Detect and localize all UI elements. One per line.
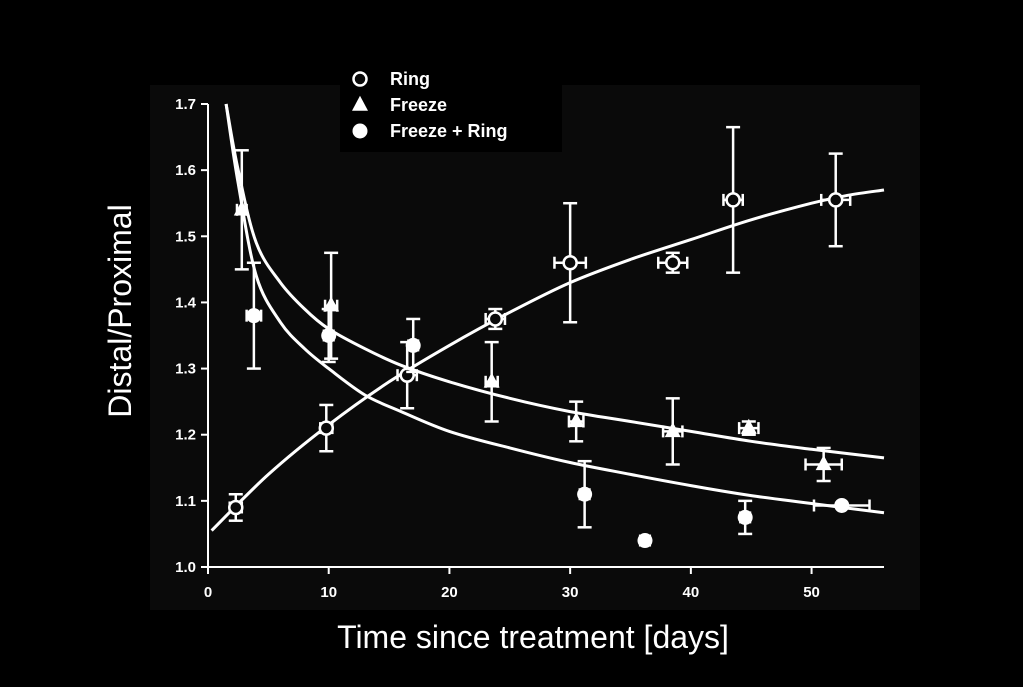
x-tick-label: 30	[562, 584, 579, 601]
data-point-filled-circle	[405, 337, 421, 353]
data-point-filled-circle	[834, 497, 850, 513]
legend-label: Freeze + Ring	[390, 121, 508, 141]
data-point-filled-circle	[737, 509, 753, 525]
data-point-filled-circle	[246, 308, 262, 324]
data-point-filled-triangle	[664, 422, 681, 438]
data-point-filled-triangle	[483, 372, 500, 388]
x-tick-label: 0	[204, 584, 212, 601]
data-point-open-circle	[665, 254, 681, 271]
data-points	[228, 125, 871, 549]
y-tick-label: 1.5	[175, 228, 196, 245]
x-axis-title: Time since treatment [days]	[337, 619, 729, 655]
y-tick-label: 1.6	[175, 162, 196, 179]
data-point-open-circle	[827, 192, 844, 208]
x-tick-label: 50	[803, 584, 820, 601]
data-point-filled-circle	[321, 328, 337, 343]
legend-marker-filled-circle	[352, 123, 368, 139]
y-tick-label: 1.1	[175, 493, 196, 510]
legend-label: Ring	[390, 69, 430, 89]
data-point-open-circle	[562, 254, 578, 271]
legend: Ring Freeze Freeze + Ring	[340, 62, 562, 152]
fit-curve-series-1	[224, 103, 885, 460]
y-tick-label: 1.0	[175, 559, 196, 576]
plot-background	[150, 85, 920, 610]
data-point-filled-triangle	[740, 418, 757, 434]
x-tick-label: 20	[441, 584, 458, 601]
legend-label: Freeze	[390, 95, 447, 115]
data-point-open-circle	[228, 499, 244, 516]
x-tick-label: 40	[683, 584, 700, 601]
data-point-open-circle	[487, 311, 504, 327]
data-point-filled-circle	[577, 486, 593, 502]
data-point-filled-triangle	[233, 200, 250, 216]
data-point-open-circle	[318, 420, 335, 436]
legend-marker-open-circle	[352, 71, 368, 87]
fit-curve-series-2	[224, 103, 885, 515]
data-point-filled-triangle	[323, 296, 340, 312]
data-point-filled-circle	[637, 533, 653, 549]
y-axis-title: Distal/Proximal	[102, 204, 138, 417]
legend-box	[340, 62, 562, 152]
y-tick-label: 1.7	[175, 96, 196, 113]
data-point-filled-triangle	[815, 455, 832, 471]
y-tick-label: 1.3	[175, 361, 196, 378]
legend-marker-filled-triangle	[352, 95, 368, 111]
y-tick-label: 1.4	[175, 294, 197, 311]
data-point-open-circle	[725, 192, 741, 208]
axes: 0 10 20 30 40 50 1.0 1.1 1.2 1.3 1.4 1.5 1.6 1.7	[175, 96, 884, 601]
x-tick-label: 10	[320, 584, 337, 601]
data-point-filled-triangle	[568, 412, 585, 428]
y-tick-label: 1.2	[175, 427, 196, 444]
